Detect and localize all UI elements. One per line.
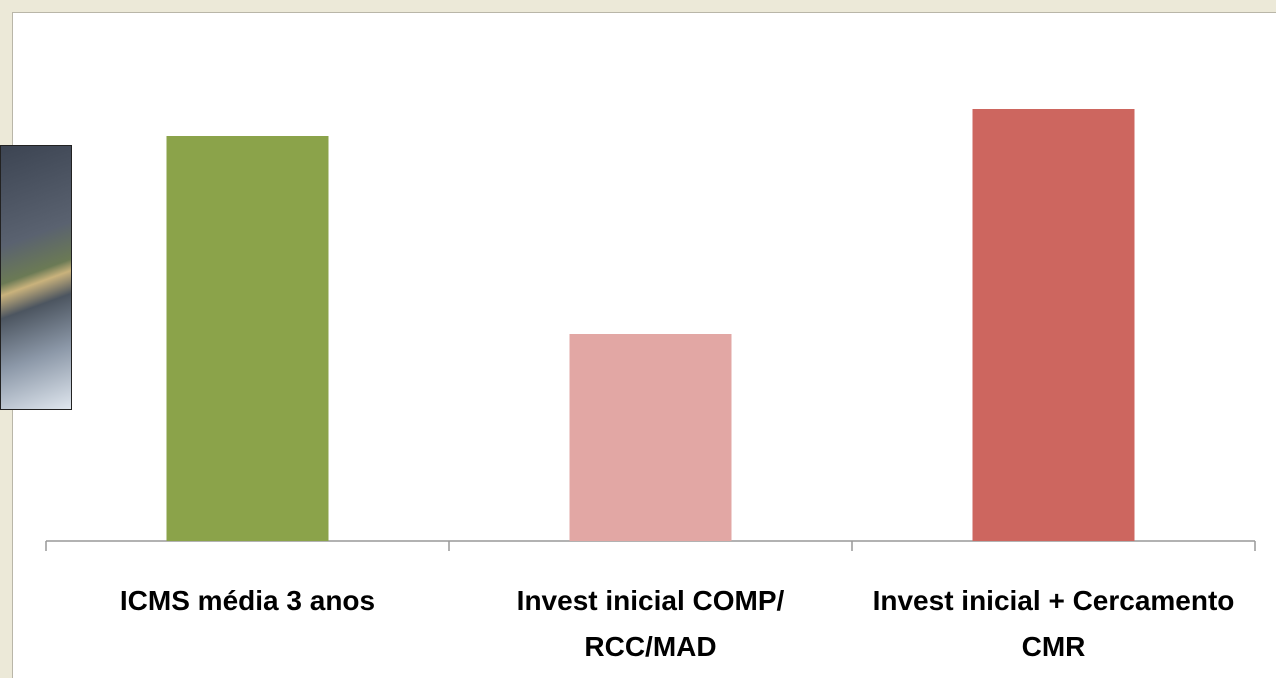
x-tick-label: Invest inicial + Cercamento CMR (859, 578, 1249, 670)
bar (973, 109, 1135, 541)
chart (0, 0, 1276, 677)
page: (() => { const data = JSON.parse(documen… (0, 0, 1276, 677)
x-tick-label: ICMS média 3 anos (53, 578, 443, 624)
bar (167, 136, 329, 541)
bar (570, 334, 732, 541)
x-tick-label: Invest inicial COMP/ RCC/MAD (456, 578, 846, 670)
